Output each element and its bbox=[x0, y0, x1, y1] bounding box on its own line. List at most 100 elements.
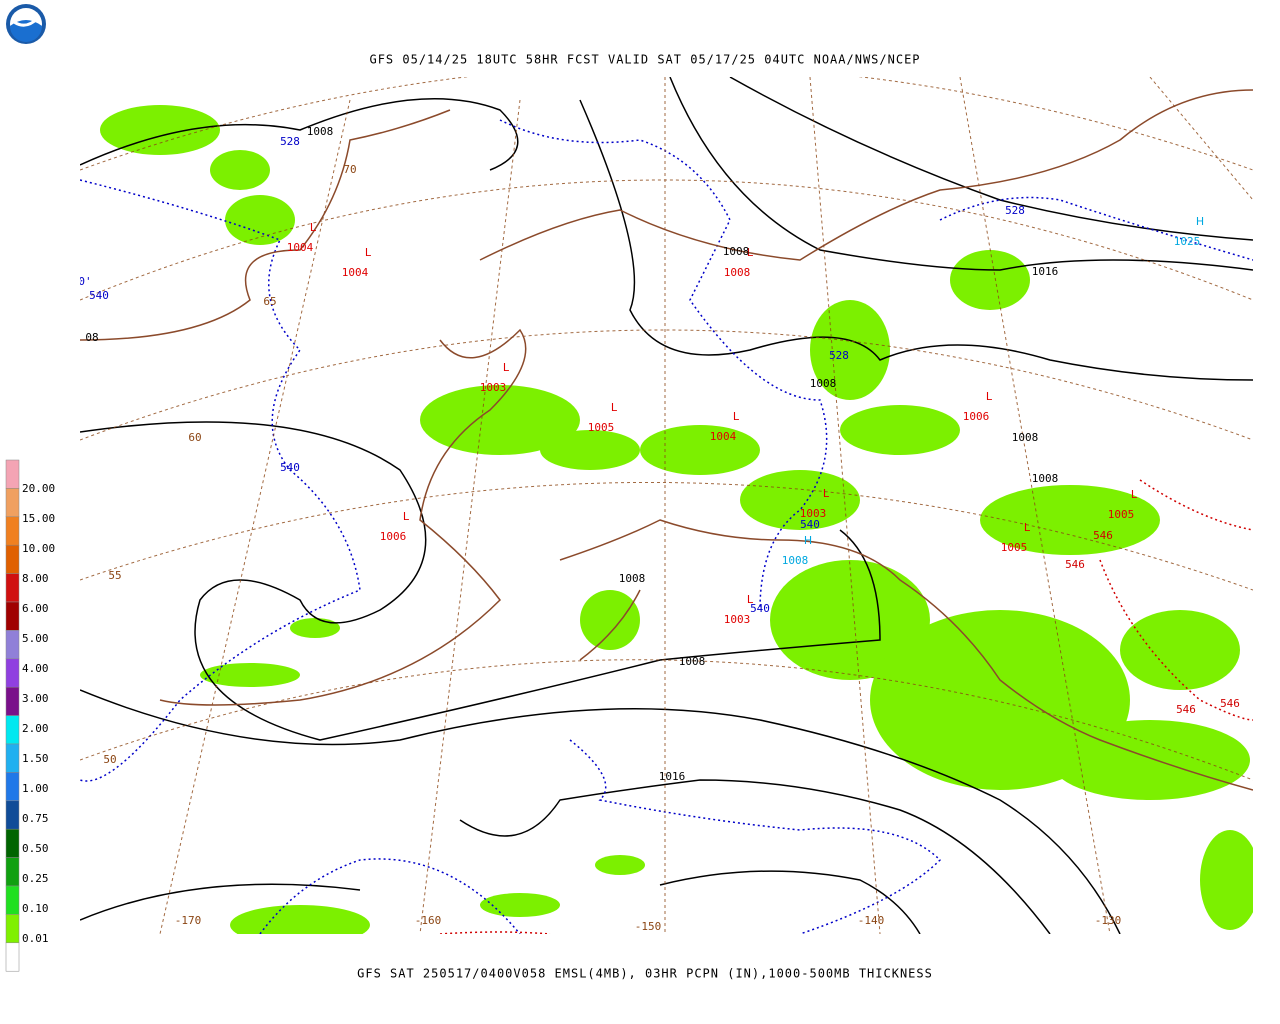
legend-swatch bbox=[5, 828, 20, 858]
thickness-label: 0' bbox=[78, 275, 91, 288]
legend-label: 0.50 bbox=[22, 842, 49, 855]
pressure-center-value: 1005 bbox=[588, 421, 615, 434]
legend-swatch bbox=[5, 772, 20, 802]
pressure-center-value: 1004 bbox=[710, 430, 737, 443]
thickness-label: 546 bbox=[1065, 558, 1085, 571]
pressure-center-symbol: H bbox=[1196, 215, 1204, 228]
legend-swatch bbox=[5, 459, 20, 489]
pressure-center-symbol: L bbox=[503, 361, 510, 374]
legend-swatch bbox=[5, 914, 20, 944]
latitude-label: 65 bbox=[263, 295, 276, 308]
noaa-logo bbox=[6, 4, 46, 44]
pressure-center-value: 1008 bbox=[782, 554, 809, 567]
legend-swatch bbox=[5, 488, 20, 518]
longitude-label: -130 bbox=[1095, 914, 1122, 927]
legend-label: 8.00 bbox=[22, 572, 49, 585]
pressure-center-symbol: L bbox=[403, 510, 410, 523]
legend-label: 1.00 bbox=[22, 782, 49, 795]
thickness-label: 540 bbox=[89, 289, 109, 302]
legend-label: 2.00 bbox=[22, 722, 49, 735]
isobar-label: 1008 bbox=[679, 655, 706, 668]
pressure-center-symbol: L bbox=[747, 593, 754, 606]
legend-swatch bbox=[5, 743, 20, 773]
pressure-center-value: 1003 bbox=[800, 507, 827, 520]
latitude-label: 60 bbox=[188, 431, 201, 444]
isobar-label: 08 bbox=[85, 331, 98, 344]
isobars bbox=[80, 77, 1253, 934]
legend-swatch bbox=[5, 715, 20, 745]
pressure-center-symbol: L bbox=[747, 246, 754, 259]
legend-swatch bbox=[5, 573, 20, 603]
pressure-center-value: 1003 bbox=[480, 381, 507, 394]
pressure-center-symbol: H bbox=[804, 534, 812, 547]
pressure-center-value: 1003 bbox=[724, 613, 751, 626]
latitude-label: 50 bbox=[103, 753, 116, 766]
pressure-center-value: 1004 bbox=[342, 266, 369, 279]
pressure-center-symbol: L bbox=[310, 221, 317, 234]
thickness-label: 528 bbox=[829, 349, 849, 362]
latitude-label: 70 bbox=[343, 163, 356, 176]
legend-label: 3.00 bbox=[22, 692, 49, 705]
map-caption: GFS SAT 250517/0400V058 EMSL(4MB), 03HR … bbox=[357, 967, 933, 981]
isobar-label: 1008 bbox=[307, 125, 334, 138]
legend-label: 0.75 bbox=[22, 812, 49, 825]
legend-label: 0.25 bbox=[22, 872, 49, 885]
legend-swatch bbox=[5, 630, 20, 660]
legend-swatch bbox=[5, 942, 20, 972]
thickness-label: 540 bbox=[750, 602, 770, 615]
legend-swatch bbox=[5, 601, 20, 631]
isobar-label: 1008 bbox=[1032, 472, 1059, 485]
coastline bbox=[80, 89, 1253, 791]
isobar-label: 1008 bbox=[723, 245, 750, 258]
legend-label: 0.01 bbox=[22, 932, 49, 945]
thickness-label: 528 bbox=[1005, 204, 1025, 217]
isobar-label: 1008 bbox=[810, 377, 837, 390]
legend-swatch bbox=[5, 686, 20, 716]
pressure-center-symbol: L bbox=[986, 390, 993, 403]
legend-swatch bbox=[5, 857, 20, 887]
legend-label: 20.00 bbox=[22, 482, 55, 495]
pressure-center-value: 1006 bbox=[963, 410, 990, 423]
isobar-label: 1008 bbox=[1012, 431, 1039, 444]
isobar-label: 1016 bbox=[1032, 265, 1059, 278]
pressure-center-symbol: L bbox=[365, 246, 372, 259]
thickness-label: 546 bbox=[1093, 529, 1113, 542]
precipitation bbox=[100, 105, 1253, 934]
pressure-center-value: 1025 bbox=[1174, 235, 1201, 248]
thickness-label: 528 bbox=[280, 135, 300, 148]
pressure-center-symbol: L bbox=[733, 410, 740, 423]
legend-swatch bbox=[5, 800, 20, 830]
longitude-label: -150 bbox=[635, 920, 662, 933]
thickness-label: 540 bbox=[800, 518, 820, 531]
legend-label: 1.50 bbox=[22, 752, 49, 765]
legend-label: 0.10 bbox=[22, 902, 49, 915]
legend-swatch bbox=[5, 544, 20, 574]
pressure-center-symbol: L bbox=[823, 487, 830, 500]
pressure-center-symbol: L bbox=[1024, 521, 1031, 534]
pressure-center-value: 1008 bbox=[724, 266, 751, 279]
pressure-center-value: 1004 bbox=[287, 241, 314, 254]
longitude-label: -140 bbox=[858, 914, 885, 927]
graticule bbox=[80, 77, 1253, 934]
legend-label: 15.00 bbox=[22, 512, 55, 525]
isobar-label: 1016 bbox=[659, 770, 686, 783]
isobar-label: 1008 bbox=[619, 572, 646, 585]
pressure-center-symbol: L bbox=[611, 401, 618, 414]
longitude-label: -160 bbox=[415, 914, 442, 927]
warm-thickness-lines bbox=[439, 479, 1253, 934]
thickness-lines bbox=[80, 119, 1253, 934]
pressure-center-value: 1005 bbox=[1108, 508, 1135, 521]
thickness-label: 546 bbox=[1220, 697, 1240, 710]
legend-swatch bbox=[5, 885, 20, 915]
legend-label: 6.00 bbox=[22, 602, 49, 615]
latitude-label: 55 bbox=[108, 569, 121, 582]
map-title: GFS 05/14/25 18UTC 58HR FCST VALID SAT 0… bbox=[369, 53, 920, 67]
pressure-center-symbol: L bbox=[1131, 488, 1138, 501]
legend-label: 4.00 bbox=[22, 662, 49, 675]
legend: 20.00 15.00 10.00 8.00 6.00 5.00 4.00 3.00 2.00 1… bbox=[5, 459, 55, 972]
thickness-label: 540 bbox=[280, 461, 300, 474]
legend-swatch bbox=[5, 658, 20, 688]
pressure-center-value: 1005 bbox=[1001, 541, 1028, 554]
legend-swatch bbox=[5, 516, 20, 546]
